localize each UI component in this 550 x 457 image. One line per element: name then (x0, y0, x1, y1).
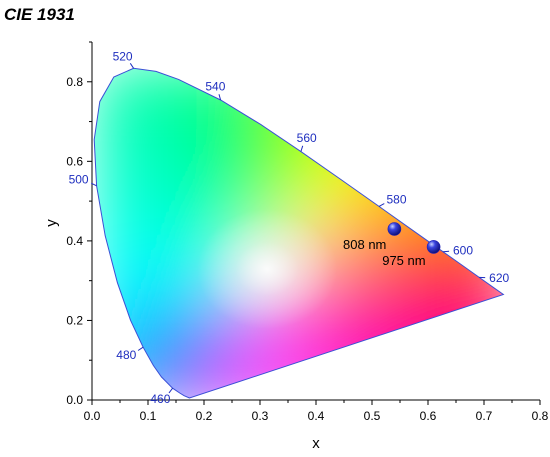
chart-title: CIE 1931 (4, 5, 75, 24)
data-point-label: 808 nm (343, 237, 386, 252)
y-tick-label: 0.0 (66, 393, 83, 407)
wavelength-label-600: 600 (453, 244, 473, 258)
wavelength-label-580: 580 (386, 193, 406, 207)
wavelength-label-560: 560 (297, 131, 317, 145)
x-tick-label: 0.0 (84, 409, 101, 423)
gamut-region (94, 68, 504, 399)
wavelength-tick (129, 63, 135, 69)
wavelength-tick (137, 346, 144, 351)
x-axis-title: x (312, 435, 320, 452)
x-tick-label: 0.5 (364, 409, 381, 423)
x-tick-label: 0.4 (308, 409, 325, 423)
spectral-locus-outline (93, 67, 505, 399)
data-point-label: 975 nm (382, 253, 425, 268)
wavelength-tick (443, 250, 450, 253)
wavelength-label-540: 540 (205, 79, 225, 93)
wavelength-label-520: 520 (113, 50, 133, 64)
x-tick-label: 0.2 (196, 409, 213, 423)
x-tick-label: 0.7 (476, 409, 493, 423)
x-tick-label: 0.6 (420, 409, 437, 423)
y-tick-label: 0.8 (66, 75, 83, 89)
wavelength-label-480: 480 (116, 348, 136, 362)
wavelength-label-460: 460 (150, 392, 170, 406)
x-tick-label: 0.3 (252, 409, 269, 423)
x-tick-label: 0.1 (140, 409, 157, 423)
data-point-marker (426, 240, 441, 254)
y-axis-title: y (43, 219, 60, 227)
wavelength-labels: 460 480 500 520 540 560 580 600 620 (69, 50, 510, 407)
data-point-marker (387, 222, 402, 236)
wavelength-tick (168, 387, 173, 394)
wavelength-tick (378, 203, 385, 207)
wavelength-tick (218, 94, 222, 101)
wavelength-tick (90, 182, 97, 187)
white-point-glow (197, 209, 338, 330)
y-tick-label: 0.6 (66, 154, 83, 168)
axes: 0.0 0.1 0.2 0.3 0.4 0.5 0.6 0.7 0.8 0.0 0.2 0.4 0.6… (66, 41, 549, 423)
y-tick-label: 0.2 (66, 313, 83, 327)
x-tick-label: 0.8 (532, 409, 549, 423)
wavelength-tick (300, 145, 304, 152)
wavelength-label-620: 620 (489, 271, 509, 285)
y-tick-label: 0.4 (66, 234, 83, 248)
wavelength-label-500: 500 (69, 173, 89, 187)
